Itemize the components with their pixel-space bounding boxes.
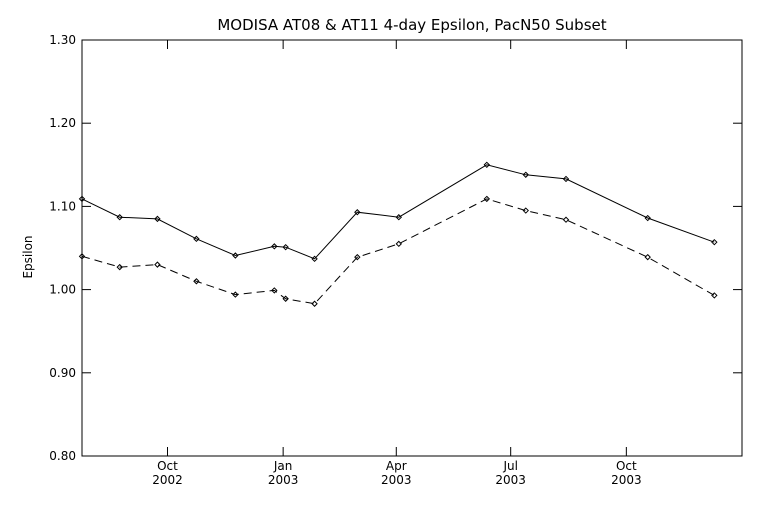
data-point [711,292,718,299]
x-tick-label-year: 2003 [611,473,642,487]
data-point [232,291,239,298]
y-axis-label: Epsilon [21,235,35,278]
data-point [193,235,200,243]
x-tick-label-year: 2003 [381,473,412,487]
data-point [562,175,570,183]
data-point [395,240,403,248]
x-tick-label-year: 2003 [495,473,526,487]
data-point [116,214,123,221]
data-point [522,171,529,178]
data-point [483,161,491,169]
y-tick-label: 1.30 [49,33,76,47]
data-point [271,243,278,250]
plot-frame [81,39,743,457]
y-tick-label: 0.90 [49,366,76,380]
data-point [354,253,361,261]
data-point [644,253,651,261]
data-point [395,214,403,221]
data-point [154,261,161,268]
data-point [116,263,123,271]
x-tick-label-year: 2003 [268,473,299,487]
y-tick-label: 1.10 [49,199,76,213]
y-tick-label: 1.00 [49,283,76,297]
data-point [154,215,161,223]
series-line-1 [81,164,715,260]
data-point [562,216,570,223]
data-point [271,287,278,294]
data-point [232,252,239,259]
x-tick-label-month: Apr [386,459,407,473]
x-tick-label-month: Jan [273,459,293,473]
data-point [311,300,318,307]
data-point [711,238,718,246]
y-axis: 0.80 0.90 1.00 1.10 1.20 1.30 [49,33,742,463]
data-point [311,255,318,263]
series-layer [78,161,718,307]
x-tick-label-month: Jul [502,459,517,473]
y-tick-label: 1.20 [49,116,76,130]
x-tick-label-month: Oct [616,459,637,473]
data-point [354,209,361,216]
x-tick-label-month: Oct [157,459,178,473]
x-tick-label-year: 2002 [152,473,183,487]
data-point [78,253,86,260]
data-point [193,278,200,285]
series-line-2 [81,198,715,305]
data-point [644,214,651,222]
data-point [522,207,529,214]
y-tick-label: 0.80 [49,449,76,463]
data-point [78,195,86,203]
data-point [282,243,289,251]
data-point [282,295,289,302]
chart-title: MODISA AT08 & AT11 4-day Epsilon, PacN50… [217,16,606,34]
data-point [483,195,491,203]
